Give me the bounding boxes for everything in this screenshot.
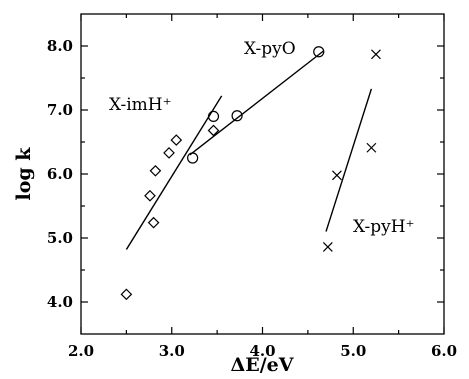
data-point-x-imh [207, 124, 220, 137]
y-tick-label: 5.0 [47, 229, 73, 247]
x-tick-label: 5.0 [340, 342, 366, 360]
series-label-x-pyh: X-pyH⁺ [353, 217, 415, 237]
axis-ticks: 2.0 3.0 4.0 5.0 6.0 4.0 5.0 6.0 7.0 8.0 [47, 14, 457, 360]
x-axis-title: ΔE/eV [231, 354, 295, 376]
y-tick-label: 8.0 [47, 37, 73, 55]
fit-lines [125, 50, 373, 250]
data-point-x-imh [163, 147, 175, 159]
y-tick-label: 4.0 [47, 293, 73, 311]
data-point-x-pyo [231, 110, 243, 122]
data-point-x-pyh [331, 170, 342, 181]
x-tick-label: 2.0 [68, 342, 94, 360]
data-point-x-imh [120, 288, 133, 301]
fit-line-x-imh [125, 95, 223, 250]
data-point-x-pyh [322, 242, 333, 252]
data-point-x-pyo [187, 152, 199, 164]
data-point-x-imh [170, 134, 183, 146]
x-tick-label: 4.0 [249, 342, 275, 360]
data-markers [120, 46, 381, 301]
series-label-x-imh: X-imH⁺ [109, 95, 172, 115]
x-tick-label: 6.0 [431, 342, 457, 360]
series-label-x-pyo: X-pyO [244, 39, 296, 59]
y-tick-label: 6.0 [47, 165, 73, 183]
data-point-x-pyh [371, 49, 381, 60]
data-point-x-pyo [313, 46, 325, 58]
data-point-x-imh [144, 189, 156, 202]
y-axis-title: log k [13, 147, 35, 201]
data-point-x-imh [149, 164, 162, 177]
plot-frame [80, 13, 445, 335]
y-tick-label: 7.0 [47, 101, 73, 119]
data-point-x-pyo [207, 110, 220, 123]
data-point-x-pyh [366, 142, 377, 153]
fit-line-x-pyh [325, 88, 373, 232]
fit-line-x-pyo [189, 50, 324, 156]
x-tick-label: 3.0 [159, 342, 185, 360]
data-point-x-imh [147, 216, 160, 229]
